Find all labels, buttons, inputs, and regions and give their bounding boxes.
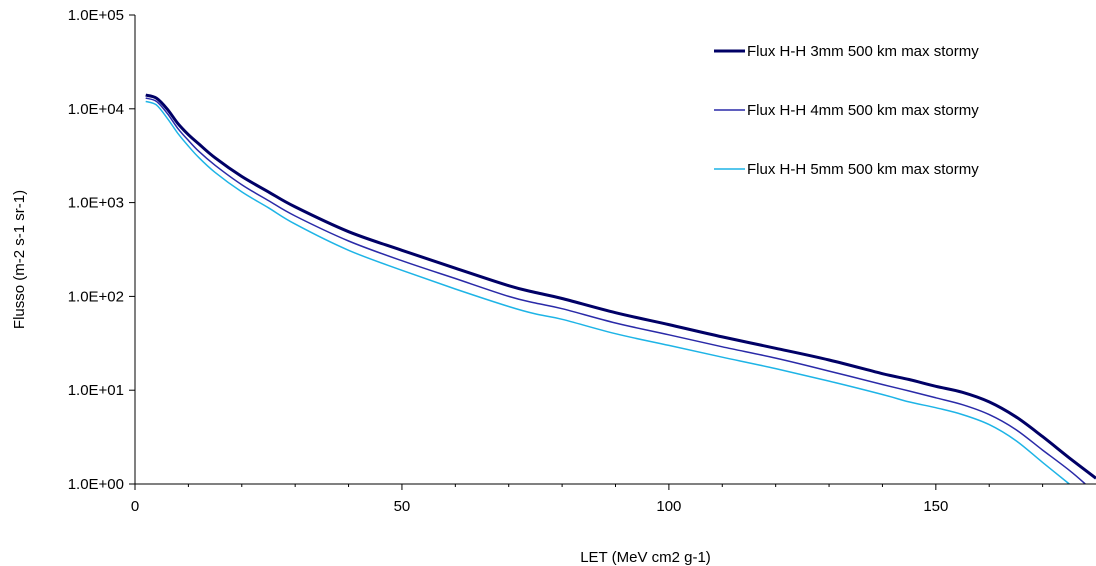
x-tick-label: 150 bbox=[923, 498, 948, 515]
x-tick-label: 0 bbox=[131, 498, 139, 515]
y-tick-label: 1.0E+00 bbox=[68, 476, 124, 493]
y-tick-label: 1.0E+01 bbox=[68, 382, 124, 399]
legend-label-1: Flux H-H 3mm 500 km max stormy bbox=[747, 43, 979, 60]
series-layer bbox=[145, 93, 1096, 485]
y-tick-label: 1.0E+03 bbox=[68, 195, 124, 212]
series-line-3 bbox=[145, 100, 1070, 485]
x-tick-label: 50 bbox=[394, 498, 411, 515]
x-tick-label: 100 bbox=[656, 498, 681, 515]
y-axis-title: Flusso (m-2 s-1 sr-1) bbox=[11, 190, 28, 329]
series-line-1 bbox=[145, 93, 1096, 480]
x-axis-title: LET (MeV cm2 g-1) bbox=[580, 549, 711, 566]
y-tick-label: 1.0E+02 bbox=[68, 288, 124, 305]
y-tick-label: 1.0E+04 bbox=[68, 101, 124, 118]
legend: Flux H-H 3mm 500 km max stormy Flux H-H 4… bbox=[714, 43, 979, 178]
legend-label-2: Flux H-H 4mm 500 km max stormy bbox=[747, 102, 979, 119]
axes-layer: 1.0E+00 1.0E+01 1.0E+02 1.0E+03 1.0E+04 1.0E+… bbox=[68, 7, 1096, 515]
legend-label-3: Flux H-H 5mm 500 km max stormy bbox=[747, 161, 979, 178]
series-line-2 bbox=[145, 97, 1086, 485]
y-tick-label: 1.0E+05 bbox=[68, 7, 124, 24]
